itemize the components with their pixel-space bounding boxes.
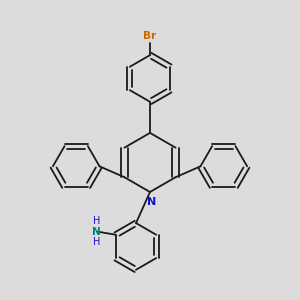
Text: H: H <box>92 237 100 247</box>
Text: H: H <box>92 216 100 226</box>
Text: N: N <box>92 227 100 237</box>
Text: Br: Br <box>143 31 157 41</box>
Text: N: N <box>147 197 156 207</box>
